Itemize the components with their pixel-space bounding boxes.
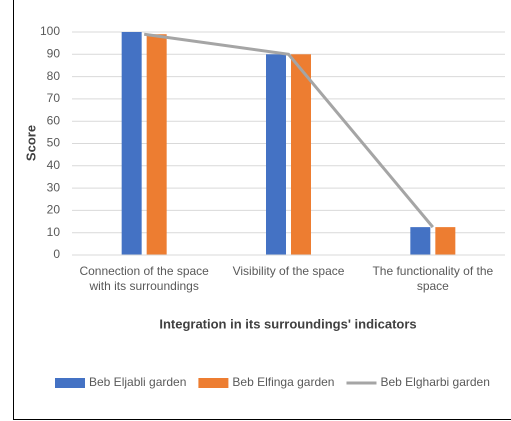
y-axis-title: Score [23,125,38,161]
y-tick-label: 60 [47,113,61,127]
bar [435,227,456,255]
y-tick-label: 100 [40,24,60,38]
bar [121,32,142,255]
y-tick-label: 30 [47,180,61,194]
y-tick-label: 40 [47,158,61,172]
legend-label: Beb Eljabli garden [89,375,186,389]
legend-label: Beb Elfinga garden [232,375,334,389]
bar [146,34,167,256]
y-tick-label: 20 [47,203,61,217]
y-tick-label: 0 [53,247,60,261]
bar [291,54,311,255]
x-tick-label: The functionality of the space [372,264,494,293]
y-tick-label: 90 [47,46,61,60]
bar [410,227,431,255]
bar [266,54,286,255]
y-tick-label: 70 [47,91,61,105]
line-series [143,32,434,229]
x-tick-label: Connection of the space with its surroun… [79,264,209,293]
y-tick-label: 50 [47,136,61,150]
x-tick-label: Visibility of the space [232,264,345,278]
y-tick-label: 80 [47,69,61,83]
legend-swatch [55,378,85,388]
y-tick-label: 10 [47,225,61,239]
frame [13,0,511,420]
legend-label: Beb Elgharbi garden [380,375,489,389]
legend-swatch [198,378,229,388]
x-axis-title: Integration in its surroundings' indicat… [159,316,416,331]
